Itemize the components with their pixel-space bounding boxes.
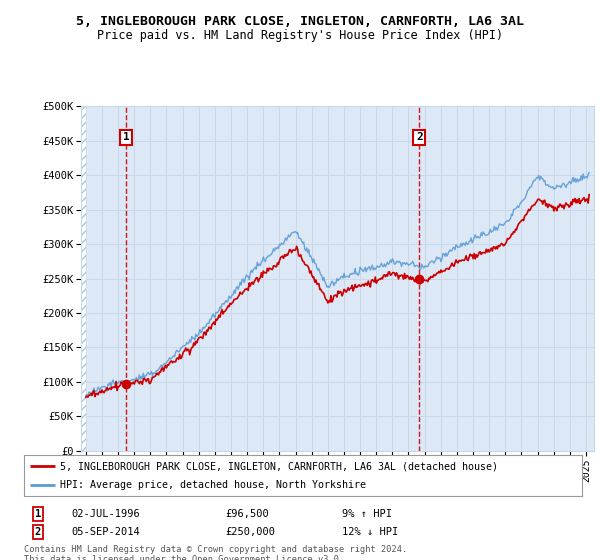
Text: 05-SEP-2014: 05-SEP-2014 xyxy=(71,527,140,537)
Text: 1: 1 xyxy=(123,132,130,142)
Text: 2: 2 xyxy=(416,132,422,142)
Text: 2: 2 xyxy=(35,527,41,537)
Text: HPI: Average price, detached house, North Yorkshire: HPI: Average price, detached house, Nort… xyxy=(60,480,366,489)
Text: £96,500: £96,500 xyxy=(225,509,269,519)
Text: 9% ↑ HPI: 9% ↑ HPI xyxy=(342,509,392,519)
Bar xyxy=(81,106,86,451)
Text: 02-JUL-1996: 02-JUL-1996 xyxy=(71,509,140,519)
Text: Contains HM Land Registry data © Crown copyright and database right 2024.
This d: Contains HM Land Registry data © Crown c… xyxy=(24,545,407,560)
Text: 12% ↓ HPI: 12% ↓ HPI xyxy=(342,527,398,537)
Text: 1: 1 xyxy=(35,509,41,519)
Bar xyxy=(81,106,86,451)
Text: 5, INGLEBOROUGH PARK CLOSE, INGLETON, CARNFORTH, LA6 3AL (detached house): 5, INGLEBOROUGH PARK CLOSE, INGLETON, CA… xyxy=(60,461,498,471)
Text: £250,000: £250,000 xyxy=(225,527,275,537)
Text: 5, INGLEBOROUGH PARK CLOSE, INGLETON, CARNFORTH, LA6 3AL: 5, INGLEBOROUGH PARK CLOSE, INGLETON, CA… xyxy=(76,15,524,28)
Text: Price paid vs. HM Land Registry's House Price Index (HPI): Price paid vs. HM Land Registry's House … xyxy=(97,29,503,43)
